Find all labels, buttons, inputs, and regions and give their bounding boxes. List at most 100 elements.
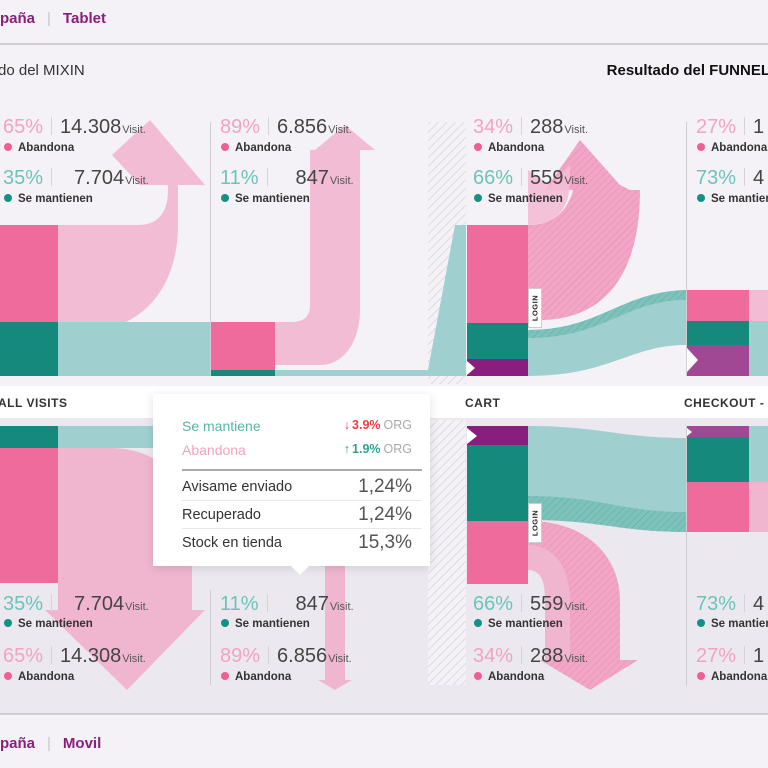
abandona-visits: 6.856 (277, 645, 328, 667)
tooltip-row: Avisame enviado 1,24% (182, 476, 412, 497)
tablet-col2-mantienen-stat: 11% 847Visit. (220, 167, 354, 190)
mantienen-visits: 559 (530, 593, 564, 615)
movil-col1-mantienen-stat: 35% 7.704Visit. (3, 593, 149, 616)
tablet-col1-abandona-stat: 65% 14.308Visit. (3, 116, 146, 139)
tablet-col4-mantienen-legend: Se mantienen (697, 193, 768, 205)
abandona-visits: 6.856 (277, 116, 328, 138)
hatch-divider-bottom (428, 420, 466, 685)
teal-dot-icon (221, 619, 229, 627)
tablet-col3-abandona-bar (467, 225, 528, 323)
pink-dot-icon (697, 672, 705, 680)
tooltip-mantiene-label: Se mantiene (182, 418, 261, 434)
tablet-col2-abandona-legend: Abandona (221, 142, 291, 154)
tablet-col1-mantienen-legend: Se mantienen (4, 193, 93, 205)
movil-col3-mantienen-legend: Se mantienen (474, 618, 563, 630)
abandona-pct: 89% (220, 645, 261, 667)
legend-label: Abandona (235, 142, 292, 154)
tablet-col3-mantienen-legend: Se mantienen (474, 193, 563, 205)
breadcrumb-separator: | (47, 735, 51, 752)
delta-value: 1.9% (352, 442, 381, 456)
movil-col4-mantienen-bar (687, 437, 749, 482)
mantienen-visits: 7.704 (74, 593, 125, 615)
teal-dot-icon (474, 619, 482, 627)
org-label: ORG (383, 442, 412, 456)
mantienen-pct: 73% (696, 593, 737, 615)
movil-col2-abandona-legend: Abandona (221, 671, 291, 683)
legend-label: Abandona (18, 142, 75, 154)
tooltip-row-value: 1,24% (358, 504, 412, 525)
mantienen-pct: 11% (220, 167, 259, 189)
breadcrumb-country[interactable]: paña (0, 10, 36, 27)
mantienen-visits: 7.704 (74, 167, 125, 189)
mantienen-visits: 4 (753, 167, 765, 189)
abandona-pct: 34% (473, 645, 514, 667)
movil-col2-mantienen-legend: Se mantienen (221, 618, 310, 630)
visit-unit: Visit. (122, 124, 146, 136)
visit-unit: Visit. (329, 601, 354, 613)
legend-label: Abandona (711, 671, 768, 683)
movil-col2-mantienen-stat: 11% 847Visit. (220, 593, 354, 616)
visit-unit: Visit. (329, 175, 354, 187)
mantienen-pct: 73% (696, 167, 737, 189)
breadcrumb-separator: | (47, 10, 51, 27)
abandona-pct: 34% (473, 116, 514, 138)
breadcrumb-device[interactable]: Tablet (62, 10, 106, 27)
movil-col1-mantienen-bar (0, 426, 58, 448)
legend-label: Se mantienen (18, 193, 93, 205)
tooltip-mantiene-row: Se mantiene ↓ 3.9% ORG (182, 418, 412, 434)
legend-label: Se mantienen (711, 618, 768, 630)
visit-unit: Visit. (564, 601, 589, 613)
divider-bottom (0, 713, 768, 715)
mantienen-visits: 847 (295, 167, 329, 189)
movil-col1-abandona-bar (0, 448, 58, 583)
legend-label: Se mantienen (18, 618, 93, 630)
movil-col1-mantienen-legend: Se mantienen (4, 618, 93, 630)
pink-dot-icon (221, 143, 229, 151)
movil-col3-abandona-stat: 34% 288Visit. (473, 645, 588, 668)
legend-label: Abandona (488, 142, 545, 154)
tablet-col3-abandona-stat: 34% 288Visit. (473, 116, 588, 139)
mantienen-pct: 35% (3, 167, 44, 189)
legend-label: Se mantienen (235, 618, 310, 630)
visit-unit: Visit. (125, 175, 149, 187)
tablet-col1-abandona-bar (0, 225, 58, 322)
movil-col4-purple-bar (687, 426, 749, 437)
tablet-col2-abandona-bar (211, 322, 275, 370)
visit-unit: Visit. (564, 124, 589, 136)
tablet-col4-abandona-bar (687, 290, 749, 321)
org-label: ORG (383, 418, 412, 432)
tooltip-mantiene-delta: ↓ 3.9% ORG (344, 418, 412, 432)
visit-unit: Visit. (564, 175, 589, 187)
mantienen-pct: 35% (3, 593, 44, 615)
tablet-col3-mantienen-bar (467, 323, 528, 359)
tablet-col4-abandona-legend: Abandona (697, 142, 767, 154)
funnel-title: Resultado del FUNNEL (606, 62, 768, 79)
abandona-visits: 14.308 (60, 116, 122, 138)
abandona-pct: 27% (696, 116, 737, 138)
mantienen-pct: 11% (220, 593, 259, 615)
login-tag-top: LOGIN (528, 288, 542, 328)
legend-label: Abandona (18, 671, 75, 683)
pink-dot-icon (474, 672, 482, 680)
tooltip-abandona-label: Abandona (182, 442, 246, 458)
pink-dot-icon (474, 143, 482, 151)
delta-value: 3.9% (352, 418, 381, 432)
abandona-pct: 89% (220, 116, 261, 138)
teal-dot-icon (4, 194, 12, 202)
movil-col4-abandona-stat: 27% 1 (696, 645, 764, 668)
tablet-col4-mantienen-bar (687, 321, 749, 345)
legend-label: Se mantienen (235, 193, 310, 205)
tooltip-row-label: Avisame enviado (182, 479, 293, 495)
login-tag-bottom: LOGIN (528, 503, 542, 543)
breadcrumb-device[interactable]: Movil (62, 735, 102, 752)
legend-label: Se mantienen (488, 618, 563, 630)
teal-dot-icon (474, 194, 482, 202)
tablet-col4-mantienen-stat: 73% 4 (696, 167, 764, 190)
tooltip-abandona-delta: ↑ 1.9% ORG (344, 442, 412, 456)
breadcrumb-country[interactable]: paña (0, 735, 36, 752)
tooltip-row-label: Stock en tienda (182, 535, 282, 551)
tablet-col2-mantienen-bar (211, 370, 275, 376)
movil-col3-mantienen-bar (467, 445, 528, 521)
movil-col4-mantienen-stat: 73% 4 (696, 593, 764, 616)
mantienen-pct: 66% (473, 593, 514, 615)
